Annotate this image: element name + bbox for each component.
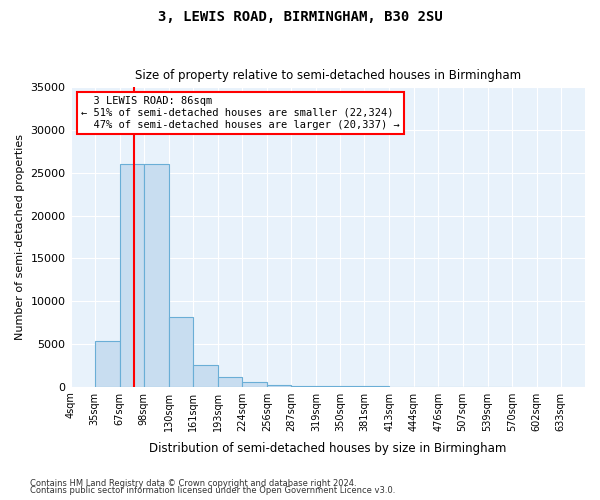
Text: 3, LEWIS ROAD, BIRMINGHAM, B30 2SU: 3, LEWIS ROAD, BIRMINGHAM, B30 2SU: [158, 10, 442, 24]
Y-axis label: Number of semi-detached properties: Number of semi-detached properties: [15, 134, 25, 340]
Bar: [144, 164, 169, 386]
Bar: [242, 382, 267, 386]
Text: 3 LEWIS ROAD: 86sqm
← 51% of semi-detached houses are smaller (22,324)
  47% of : 3 LEWIS ROAD: 86sqm ← 51% of semi-detach…: [81, 96, 400, 130]
Text: Contains public sector information licensed under the Open Government Licence v3: Contains public sector information licen…: [30, 486, 395, 495]
Bar: [95, 342, 119, 386]
X-axis label: Distribution of semi-detached houses by size in Birmingham: Distribution of semi-detached houses by …: [149, 442, 506, 455]
Bar: [119, 164, 144, 386]
Title: Size of property relative to semi-detached houses in Birmingham: Size of property relative to semi-detach…: [135, 69, 521, 82]
Bar: [218, 377, 242, 386]
Bar: [169, 318, 193, 386]
Bar: [267, 385, 291, 386]
Bar: [193, 366, 218, 386]
Text: Contains HM Land Registry data © Crown copyright and database right 2024.: Contains HM Land Registry data © Crown c…: [30, 478, 356, 488]
